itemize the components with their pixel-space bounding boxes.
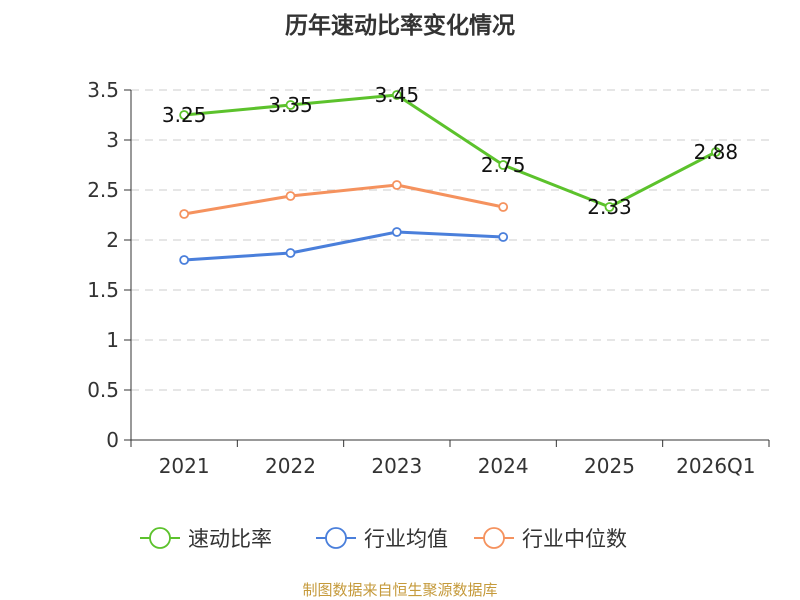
data-point bbox=[285, 248, 296, 258]
series-line-3 bbox=[183, 183, 504, 216]
y-tick-label: 1 bbox=[106, 328, 119, 352]
data-label: 2.75 bbox=[481, 153, 526, 177]
y-axis-ticks: 0 0.5 1 1.5 2 2.5 3 3.5 bbox=[87, 78, 131, 452]
y-tick-label: 3.5 bbox=[87, 78, 119, 102]
data-point bbox=[498, 232, 509, 242]
data-point bbox=[179, 110, 190, 120]
legend-marker bbox=[325, 527, 347, 549]
data-point bbox=[498, 202, 509, 212]
data-point bbox=[391, 227, 402, 237]
data-point bbox=[710, 147, 721, 157]
data-label: 3.25 bbox=[162, 103, 207, 127]
y-tick-label: 2 bbox=[106, 228, 119, 252]
data-point bbox=[285, 100, 296, 110]
legend-marker bbox=[483, 527, 505, 549]
series-group bbox=[179, 90, 721, 265]
chart-title: 历年速动比率变化情况 bbox=[285, 13, 515, 39]
gridlines bbox=[131, 89, 769, 391]
legend-item-1: 速动比率 bbox=[140, 527, 272, 551]
legend-label: 速动比率 bbox=[188, 527, 272, 551]
x-tick-label: 2024 bbox=[478, 454, 529, 478]
legend-item-2: 行业均值 bbox=[316, 527, 448, 551]
y-tick-label: 2.5 bbox=[87, 178, 119, 202]
source-note: 制图数据来自恒生聚源数据库 bbox=[302, 581, 498, 599]
data-point bbox=[498, 160, 509, 170]
x-tick-label: 2022 bbox=[265, 454, 316, 478]
legend-label: 行业均值 bbox=[364, 527, 448, 551]
data-label: 2.33 bbox=[587, 195, 632, 219]
series-line-1 bbox=[184, 93, 717, 209]
x-tick-label: 2025 bbox=[584, 454, 635, 478]
legend-label: 行业中位数 bbox=[522, 527, 627, 551]
data-label: 3.35 bbox=[268, 93, 313, 117]
data-point bbox=[391, 90, 402, 100]
y-tick-label: 1.5 bbox=[87, 278, 119, 302]
y-tick-label: 0 bbox=[106, 428, 119, 452]
y-tick-label: 0.5 bbox=[87, 378, 119, 402]
data-label: 3.45 bbox=[375, 83, 420, 107]
data-point bbox=[391, 180, 402, 190]
data-label: 2.88 bbox=[694, 140, 739, 164]
axes bbox=[130, 90, 769, 441]
data-labels: 3.25 3.35 3.45 2.75 2.33 2.88 bbox=[162, 83, 738, 219]
data-point bbox=[285, 191, 296, 201]
data-point bbox=[179, 209, 190, 219]
series-line-2 bbox=[184, 230, 504, 262]
x-tick-label: 2021 bbox=[159, 454, 210, 478]
legend: 速动比率 行业均值 行业中位数 bbox=[140, 527, 627, 551]
x-tick-label: 2023 bbox=[371, 454, 422, 478]
data-point bbox=[179, 255, 190, 265]
y-tick-label: 3 bbox=[106, 128, 119, 152]
legend-marker bbox=[149, 527, 171, 549]
legend-item-3: 行业中位数 bbox=[474, 527, 627, 551]
x-tick-label: 2026Q1 bbox=[676, 454, 755, 478]
x-axis-ticks: 2021 2022 2023 2024 2025 2026Q1 bbox=[130, 440, 770, 478]
data-point bbox=[604, 202, 615, 212]
